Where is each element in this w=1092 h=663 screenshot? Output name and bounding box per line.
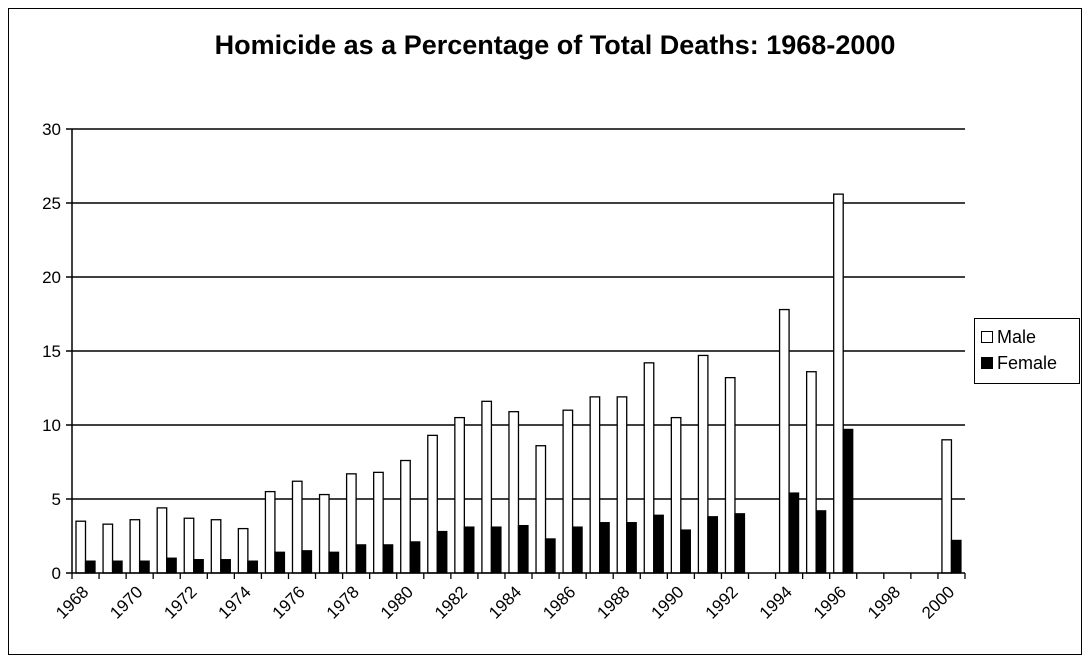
x-tick-label: 1986 <box>539 582 579 622</box>
bar-male-1976 <box>291 480 303 574</box>
x-tick-label: 1972 <box>160 582 200 622</box>
y-tick-label: 30 <box>42 120 61 139</box>
bar-male-1978 <box>345 473 357 574</box>
bar-female-1976 <box>301 550 313 574</box>
bars <box>75 193 962 574</box>
bar-male-1992 <box>724 376 736 574</box>
bar-female-1982 <box>463 526 475 574</box>
y-tick-label: 0 <box>52 564 61 583</box>
x-tick-label: 1990 <box>648 582 688 622</box>
bar-male-1977 <box>318 493 330 574</box>
bar-male-1982 <box>454 416 465 574</box>
legend-swatch-female <box>981 357 993 369</box>
bar-female-1991 <box>707 516 719 574</box>
x-tick-label: 2000 <box>918 582 958 622</box>
bar-female-1969 <box>111 560 123 574</box>
x-tick-label: 1988 <box>593 582 633 622</box>
x-tick-label: 1998 <box>864 582 904 622</box>
bar-female-1988 <box>626 522 637 574</box>
bar-male-1985 <box>535 445 547 574</box>
x-tick-label: 1996 <box>810 582 850 622</box>
bar-female-1996 <box>842 428 854 574</box>
bar-male-1995 <box>805 371 817 574</box>
legend: Male Female <box>974 318 1080 384</box>
bar-female-1971 <box>166 557 177 574</box>
bar-female-1990 <box>680 529 691 574</box>
bar-female-1975 <box>274 551 286 574</box>
bar-male-1996 <box>833 193 844 574</box>
x-tick-label: 1992 <box>702 582 742 622</box>
bar-female-1981 <box>436 530 448 574</box>
bar-female-1977 <box>328 551 340 574</box>
bar-female-1995 <box>815 510 827 574</box>
bar-female-1987 <box>599 522 610 574</box>
bar-male-1980 <box>400 459 411 574</box>
y-tick-label: 25 <box>42 194 61 213</box>
bar-female-1992 <box>734 513 746 574</box>
bar-female-2000 <box>950 539 962 574</box>
x-tick-label: 1976 <box>269 582 309 622</box>
bar-female-1986 <box>571 526 583 574</box>
bar-male-1988 <box>616 396 628 574</box>
bar-male-1983 <box>481 400 493 574</box>
bar-female-1980 <box>409 541 421 574</box>
bar-male-1972 <box>183 517 195 574</box>
x-tick-label: 1980 <box>377 582 417 622</box>
bar-female-1973 <box>220 559 231 574</box>
bar-male-1981 <box>427 434 438 574</box>
bar-female-1979 <box>382 544 394 574</box>
x-tick-label: 1994 <box>756 582 796 622</box>
bar-male-1991 <box>697 354 709 574</box>
x-tick-label: 1978 <box>323 582 363 622</box>
bar-male-1968 <box>75 520 87 574</box>
x-tick-label: 1970 <box>106 582 146 622</box>
legend-label-male: Male <box>997 326 1037 347</box>
bar-male-1973 <box>210 519 222 574</box>
bar-male-1974 <box>237 527 249 574</box>
bar-female-1994 <box>788 492 800 574</box>
bar-male-1970 <box>129 519 141 574</box>
y-tick-label: 15 <box>42 342 61 361</box>
bar-male-1984 <box>508 411 520 574</box>
y-tick-label: 10 <box>42 416 61 435</box>
x-tick-label: 1974 <box>215 582 255 622</box>
bar-male-1979 <box>373 471 384 574</box>
bar-male-1971 <box>156 507 168 574</box>
axes <box>66 128 966 579</box>
bar-female-1984 <box>517 524 529 574</box>
legend-item-male: Male <box>981 327 1036 347</box>
bar-female-1989 <box>653 514 664 574</box>
bar-female-1978 <box>355 544 367 574</box>
legend-label-female: Female <box>997 352 1058 373</box>
bar-male-1994 <box>778 308 790 574</box>
x-tick-label: 1968 <box>52 582 92 622</box>
bar-female-1972 <box>193 559 204 574</box>
legend-swatch-male <box>981 331 993 343</box>
bar-female-1968 <box>84 560 96 574</box>
chart-title: Homicide as a Percentage of Total Deaths… <box>214 30 896 60</box>
bar-female-1983 <box>490 526 502 574</box>
bar-female-1985 <box>544 538 556 574</box>
bar-male-1969 <box>102 523 114 574</box>
bar-female-1970 <box>138 560 150 574</box>
y-tick-label: 20 <box>42 268 61 287</box>
x-tick-label: 1984 <box>485 582 525 622</box>
y-tick-label: 5 <box>52 490 61 509</box>
bar-male-1987 <box>589 396 601 574</box>
bar-male-1986 <box>562 409 574 574</box>
x-tick-label: 1982 <box>431 582 471 622</box>
bar-male-1990 <box>670 416 682 574</box>
bar-female-1974 <box>247 560 259 574</box>
legend-item-female: Female <box>981 353 1057 373</box>
bar-male-1975 <box>264 490 276 574</box>
bar-male-1989 <box>643 362 655 574</box>
bar-male-2000 <box>941 439 953 574</box>
